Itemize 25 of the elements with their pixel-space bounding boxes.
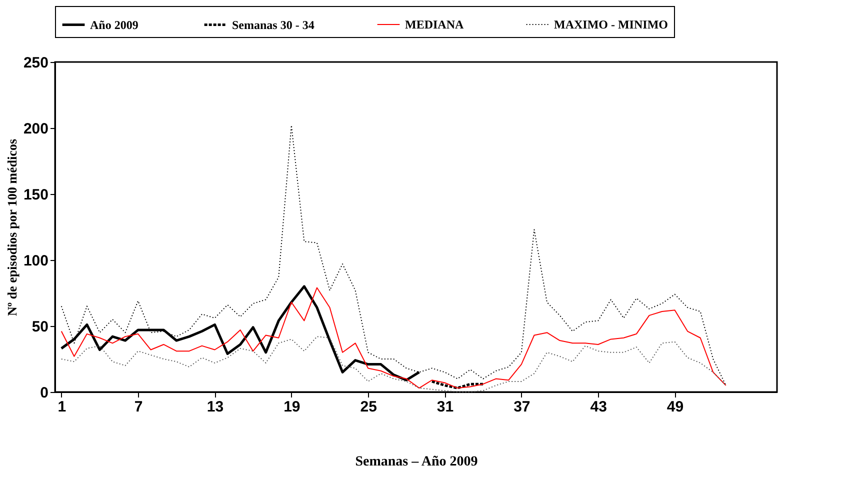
y-axis-title: Nº de episodios por 100 médicos xyxy=(4,138,20,316)
y-tick-label: 100 xyxy=(23,252,48,270)
line-series xyxy=(60,287,726,389)
x-tick-label: 7 xyxy=(134,398,143,416)
legend-label: MEDIANA xyxy=(405,18,464,32)
legend-label: Año 2009 xyxy=(90,18,138,32)
x-tick-label: 37 xyxy=(514,398,530,416)
x-tick-label: 13 xyxy=(206,398,224,416)
x-tick-label: 1 xyxy=(58,398,66,416)
line-series xyxy=(60,336,726,392)
y-tick-label: 50 xyxy=(32,318,48,336)
y-tick-label: 250 xyxy=(23,54,48,72)
x-tick-label: 25 xyxy=(360,398,377,416)
line-series xyxy=(60,124,726,386)
y-tick-label: 150 xyxy=(23,186,48,204)
legend-label: MAXIMO - MINIMO xyxy=(554,18,668,32)
legend-label: Semanas 30 - 34 xyxy=(232,18,314,32)
x-tick-label: 43 xyxy=(590,398,607,416)
y-tick-label: 200 xyxy=(23,120,48,138)
x-axis-title: Semanas – Año 2009 xyxy=(355,454,478,470)
x-tick-label: 49 xyxy=(666,398,684,416)
y-tick-label: 0 xyxy=(40,384,48,402)
line-series xyxy=(430,380,484,390)
x-tick-label: 31 xyxy=(436,398,454,416)
x-tick-label: 19 xyxy=(284,398,300,416)
